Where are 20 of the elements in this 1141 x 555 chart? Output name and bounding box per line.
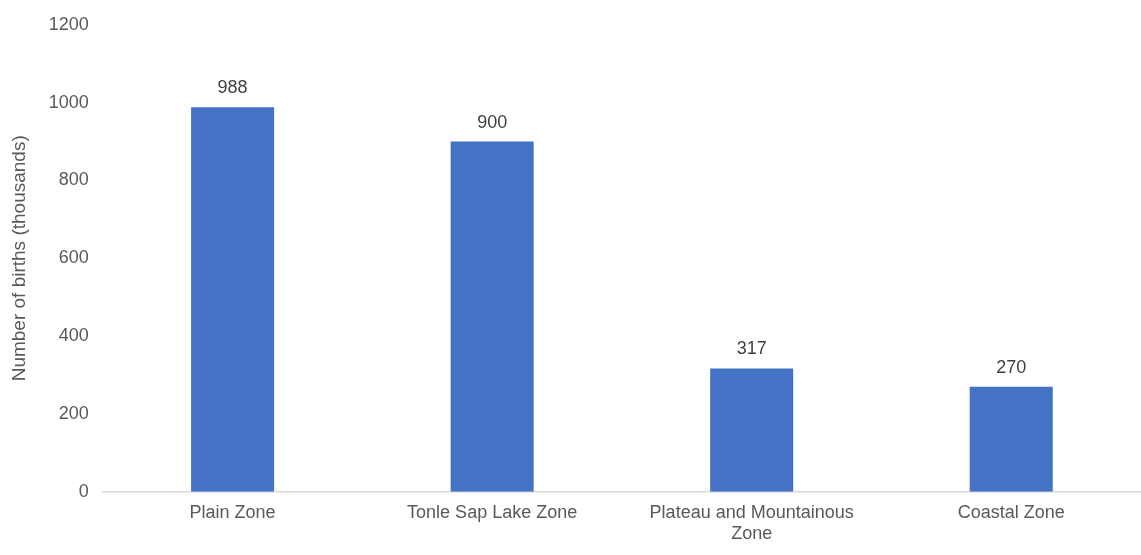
data-label: 317 <box>736 338 767 359</box>
y-tick-label: 600 <box>58 247 89 268</box>
data-label: 270 <box>996 356 1027 377</box>
bar <box>191 107 275 492</box>
y-tick-label: 200 <box>58 402 89 423</box>
bar <box>450 141 534 492</box>
y-tick-label: 1000 <box>48 91 89 112</box>
data-label: 988 <box>217 77 248 98</box>
x-tick-label: Plateau and Mountainous Zone <box>649 501 854 544</box>
bar <box>969 386 1053 492</box>
y-tick-label: 400 <box>58 325 89 346</box>
data-label: 900 <box>477 111 508 132</box>
bar <box>710 368 794 492</box>
y-tick-label: 800 <box>58 169 89 190</box>
x-tick-label: Coastal Zone <box>957 501 1065 522</box>
y-tick-label: 0 <box>78 480 89 501</box>
y-tick-label: 1200 <box>48 13 89 34</box>
y-axis-title: Number of births (thousands) <box>7 135 29 382</box>
x-tick-label: Plain Zone <box>189 501 276 522</box>
x-tick-label: Tonle Sap Lake Zone <box>407 501 578 522</box>
